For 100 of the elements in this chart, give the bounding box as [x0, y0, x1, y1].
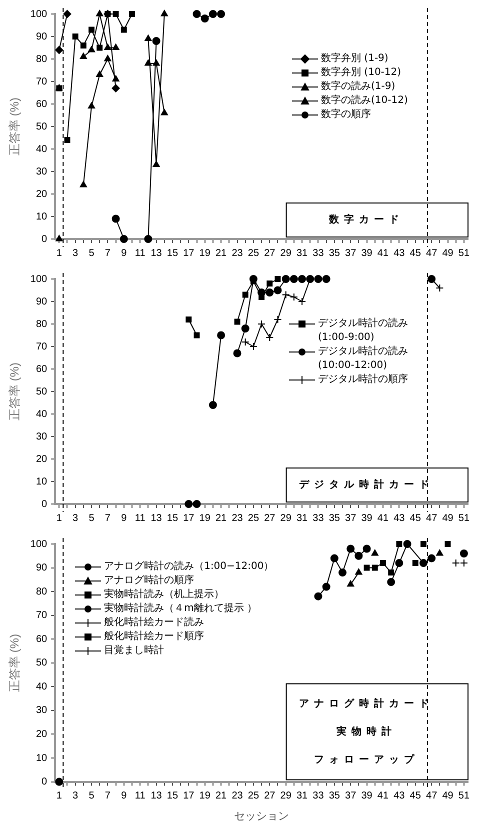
- y-tick-label: 60: [36, 364, 48, 375]
- legend-label: 般化時計絵カード順序: [104, 630, 204, 644]
- x-tick-label: 25: [248, 790, 260, 802]
- x-tick-label: 47: [426, 248, 438, 259]
- x-tick-label: 15: [166, 512, 178, 524]
- x-tick-label: 35: [328, 790, 340, 802]
- x-tick-label: 45: [410, 790, 422, 802]
- annotation: アナログ時計カード: [298, 697, 434, 710]
- x-tick-label: 1: [56, 248, 62, 259]
- x-tick-label: 7: [104, 248, 111, 259]
- x-tick-label: 39: [361, 790, 373, 802]
- x-tick-label: 31: [296, 790, 308, 802]
- y-tick-label: 70: [36, 76, 48, 88]
- y-tick-label: 100: [30, 274, 48, 285]
- x-tick-label: 5: [88, 790, 95, 802]
- y-tick-label: 60: [36, 98, 48, 110]
- y-tick-label: 10: [36, 752, 48, 764]
- x-tick-label: 29: [280, 248, 292, 259]
- x-tick-label: 9: [121, 790, 128, 802]
- annotation: フォローアップ: [314, 753, 419, 766]
- x-tick-label: 15: [166, 248, 178, 259]
- y-tick-label: 100: [30, 8, 48, 20]
- x-tick-label: 11: [134, 512, 146, 524]
- x-tick-label: 13: [150, 248, 162, 259]
- y-tick-label: 50: [36, 658, 48, 669]
- legend-label: 数字弁別 (10-12): [321, 66, 402, 80]
- x-tick-label: 19: [199, 790, 211, 802]
- y-tick-label: 40: [36, 144, 48, 155]
- y-tick-label: 60: [36, 634, 48, 645]
- x-tick-label: 21: [216, 790, 228, 802]
- y-tick-label: 80: [36, 318, 48, 330]
- y-tick-label: 0: [42, 776, 48, 788]
- x-tick-label: 29: [280, 512, 292, 524]
- y-tick-label: 30: [36, 166, 48, 178]
- x-tick-label: 33: [312, 248, 324, 259]
- y-tick-label: 50: [36, 121, 48, 132]
- x-tick-label: 19: [199, 512, 211, 524]
- legend-label: デジタル時計の読み (10:00-12:00): [318, 344, 408, 372]
- x-tick-label: 11: [134, 248, 146, 259]
- x-tick-label: 51: [458, 512, 470, 524]
- x-tick-label: 25: [248, 248, 260, 259]
- x-tick-label: 45: [410, 248, 422, 259]
- x-tick-label: 23: [232, 512, 244, 524]
- y-tick-label: 30: [36, 705, 48, 716]
- x-tick-label: 17: [183, 248, 195, 259]
- y-axis-title: 正答率 (%): [8, 362, 22, 420]
- y-axis-title: 正答率 (%): [8, 98, 22, 156]
- x-tick-label: 3: [72, 248, 79, 259]
- x-tick-label: 9: [121, 248, 128, 259]
- x-tick-label: 43: [394, 790, 406, 802]
- y-tick-label: 0: [42, 234, 48, 245]
- legend-label: 実物時計読み（４m離れて提示 ）: [104, 602, 257, 616]
- y-tick-label: 30: [36, 431, 48, 442]
- y-tick-label: 0: [42, 498, 48, 510]
- x-tick-label: 29: [280, 790, 292, 802]
- y-tick-label: 50: [36, 386, 48, 398]
- legend-label: デジタル時計の読み (1:00-9:00): [318, 316, 408, 344]
- legend-label: 実物時計読み（机上提示）: [104, 588, 224, 602]
- x-tick-label: 5: [88, 248, 95, 259]
- legend-label: デジタル時計の順序: [318, 372, 408, 386]
- x-tick-label: 9: [121, 512, 128, 524]
- x-tick-label: 43: [394, 248, 406, 259]
- x-tick-label: 49: [442, 248, 454, 259]
- x-tick-label: 1: [56, 512, 62, 524]
- x-tick-label: 27: [264, 248, 276, 259]
- x-tick-label: 39: [361, 248, 373, 259]
- x-tick-label: 17: [183, 512, 195, 524]
- x-tick-label: 31: [296, 248, 308, 259]
- y-tick-label: 70: [36, 341, 48, 352]
- x-tick-label: 41: [377, 248, 389, 259]
- x-tick-label: 35: [328, 512, 340, 524]
- x-tick-label: 47: [426, 790, 438, 802]
- y-tick-label: 90: [36, 296, 48, 308]
- y-tick-label: 40: [36, 408, 48, 420]
- x-tick-label: 43: [394, 512, 406, 524]
- x-tick-label: 1: [56, 790, 62, 802]
- legend-label: 般化時計絵カード読み: [104, 616, 204, 630]
- y-tick-label: 100: [30, 538, 48, 550]
- x-tick-label: 7: [104, 790, 111, 802]
- x-tick-label: 7: [104, 512, 111, 524]
- y-tick-label: 20: [36, 728, 48, 740]
- x-tick-label: 33: [312, 512, 324, 524]
- x-tick-label: 15: [166, 790, 178, 802]
- y-tick-label: 10: [36, 211, 48, 222]
- y-tick-label: 90: [36, 562, 48, 574]
- y-axis-title: 正答率 (%): [8, 634, 22, 692]
- legend-label: 数字の読み(1-9): [321, 80, 396, 94]
- x-axis-title: セッション: [234, 810, 290, 822]
- x-tick-label: 13: [150, 512, 162, 524]
- annotation: デジタル時計カード: [298, 478, 434, 491]
- y-tick-label: 90: [36, 31, 48, 42]
- x-tick-label: 47: [426, 512, 438, 524]
- y-tick-label: 20: [36, 188, 48, 200]
- x-tick-label: 33: [312, 790, 324, 802]
- x-tick-label: 37: [345, 512, 357, 524]
- x-tick-label: 51: [458, 248, 470, 259]
- x-tick-label: 41: [377, 512, 389, 524]
- legend-label: 数字弁別 (1-9): [321, 52, 388, 66]
- y-tick-label: 80: [36, 54, 48, 65]
- x-tick-label: 37: [345, 248, 357, 259]
